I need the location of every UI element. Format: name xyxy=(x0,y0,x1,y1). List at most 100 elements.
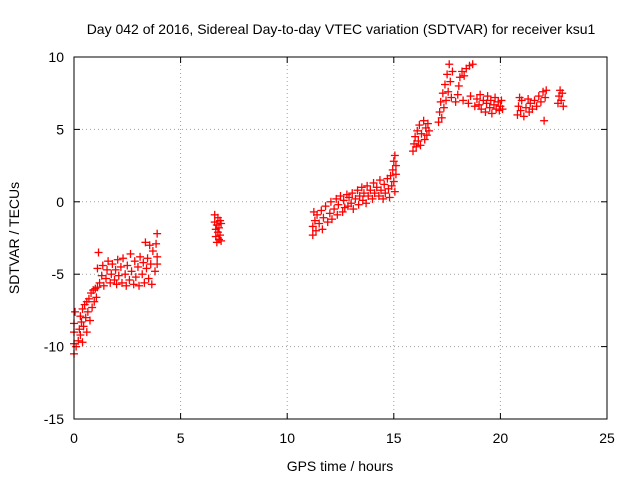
data-point xyxy=(362,199,371,208)
plot-frame xyxy=(73,56,608,420)
y-tick-label: -10 xyxy=(44,339,64,355)
x-tick-label: 20 xyxy=(493,430,509,446)
data-point xyxy=(142,264,151,273)
data-point xyxy=(435,108,444,117)
data-point xyxy=(330,205,339,214)
data-point xyxy=(557,96,566,105)
data-point xyxy=(380,180,389,189)
y-tick-label: 0 xyxy=(56,194,64,210)
data-point xyxy=(513,110,522,119)
data-point xyxy=(470,102,479,111)
data-point xyxy=(381,189,390,198)
data-point xyxy=(99,281,108,290)
data-point xyxy=(390,151,399,160)
data-point xyxy=(90,297,99,306)
data-point xyxy=(448,67,457,76)
data-point xyxy=(542,86,551,95)
data-point xyxy=(389,157,398,166)
data-point xyxy=(391,170,400,179)
data-point xyxy=(127,267,136,276)
data-point xyxy=(377,186,386,195)
data-point xyxy=(131,273,140,282)
data-point xyxy=(311,226,320,235)
data-point xyxy=(444,87,453,96)
data-point xyxy=(414,136,423,145)
data-point xyxy=(366,186,375,195)
data-point xyxy=(117,278,126,287)
data-point xyxy=(559,102,568,111)
data-point xyxy=(138,270,147,279)
data-point xyxy=(135,281,144,290)
data-point xyxy=(112,280,121,289)
data-point xyxy=(95,278,104,287)
data-point xyxy=(129,280,138,289)
data-point xyxy=(310,216,319,225)
data-point xyxy=(78,304,87,313)
data-point xyxy=(490,100,499,109)
x-axis-label: GPS time / hours xyxy=(287,458,394,474)
data-point xyxy=(357,183,366,192)
data-point xyxy=(75,325,84,334)
data-point xyxy=(151,267,160,276)
data-point xyxy=(521,103,530,112)
data-point xyxy=(413,126,422,135)
data-point xyxy=(442,96,451,105)
data-point xyxy=(92,293,101,302)
data-point xyxy=(532,102,541,111)
data-point xyxy=(334,200,343,209)
data-point xyxy=(455,73,464,82)
data-point xyxy=(497,96,506,105)
data-point xyxy=(76,312,85,321)
data-point xyxy=(323,218,332,227)
data-point xyxy=(454,81,463,90)
data-point xyxy=(514,102,523,111)
data-point xyxy=(524,94,533,103)
data-point xyxy=(345,193,354,202)
data-point xyxy=(152,239,161,248)
data-point xyxy=(354,200,363,209)
data-point xyxy=(83,307,92,316)
data-point xyxy=(93,264,102,273)
data-point xyxy=(153,229,162,238)
data-point xyxy=(217,236,226,245)
data-point xyxy=(424,126,433,135)
y-tick-label: -5 xyxy=(52,266,65,282)
data-point xyxy=(77,317,86,326)
data-point xyxy=(355,192,364,201)
data-point xyxy=(438,89,447,98)
data-point xyxy=(348,189,357,198)
data-point xyxy=(336,192,345,201)
data-point xyxy=(114,271,123,280)
data-point xyxy=(111,265,120,274)
data-point xyxy=(419,116,428,125)
data-point xyxy=(447,93,456,102)
data-point xyxy=(519,112,528,121)
data-point xyxy=(437,113,446,122)
data-point xyxy=(477,105,486,114)
data-point xyxy=(136,252,145,261)
data-point xyxy=(308,231,317,240)
data-point xyxy=(487,109,496,118)
data-point xyxy=(436,97,445,106)
data-point xyxy=(466,92,475,101)
data-point xyxy=(416,141,425,150)
data-point xyxy=(468,60,477,69)
data-point xyxy=(412,142,421,151)
data-point xyxy=(388,165,397,174)
data-point xyxy=(390,187,399,196)
x-tick-label: 0 xyxy=(70,430,78,446)
data-point xyxy=(98,261,107,270)
data-point xyxy=(315,219,324,228)
data-point xyxy=(534,92,543,101)
data-point xyxy=(483,92,492,101)
data-point xyxy=(318,225,327,234)
data-point xyxy=(113,255,122,264)
data-point xyxy=(389,177,398,186)
data-point xyxy=(353,186,362,195)
data-point xyxy=(363,181,372,190)
data-point xyxy=(375,176,384,185)
data-point xyxy=(379,194,388,203)
data-point xyxy=(216,231,225,240)
data-point xyxy=(139,258,148,267)
data-point xyxy=(74,336,83,345)
